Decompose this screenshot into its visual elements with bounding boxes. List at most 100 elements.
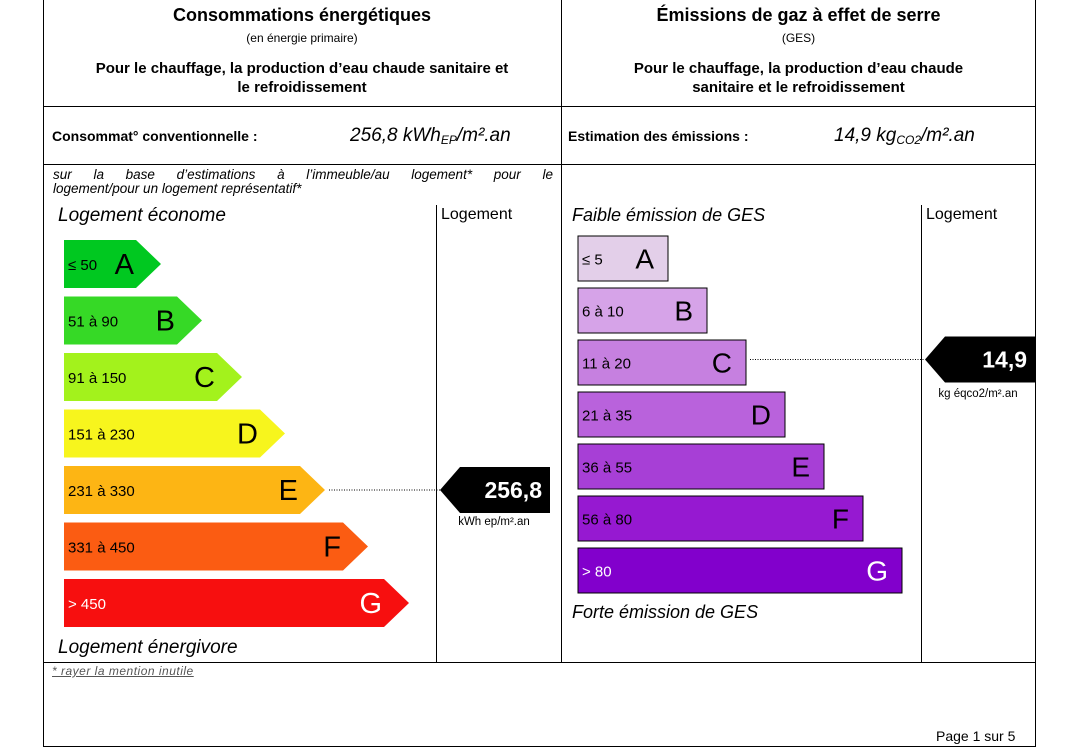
ges-class-range: ≤ 5	[582, 252, 603, 269]
energy-class-b: 51 à 90 B	[64, 296, 202, 345]
energy-title: Consommations énergétiques	[172, 5, 432, 25]
ges-class-range: 56 à 80	[582, 512, 632, 529]
energy-class-range: ≤ 50	[68, 257, 97, 274]
ges-class-range: 11 à 20	[582, 356, 631, 373]
ges-emission-sub: CO2	[896, 133, 922, 147]
energy-basis-note: sur la base d’estimations à l’immeuble/a…	[53, 168, 553, 196]
ges-description: Pour le chauffage, la production d’eau c…	[567, 59, 1030, 97]
ges-description-line1: Pour le chauffage, la production d’eau c…	[633, 60, 964, 77]
ges-class-bar	[577, 547, 903, 594]
energy-column-divider	[436, 205, 437, 662]
ges-column-label: Logement	[926, 206, 998, 223]
ges-class-bar	[577, 443, 825, 490]
ges-emission-label: Estimation des émissions :	[568, 128, 749, 144]
energy-consumption-value: 256,8 kWhEP/m².an	[350, 125, 511, 147]
ges-class-bar	[577, 339, 747, 386]
energy-class-arrow	[64, 296, 202, 345]
ges-class-bar	[577, 235, 669, 282]
frame-right	[1035, 0, 1036, 746]
ges-class-f: 56 à 80 F	[577, 495, 864, 542]
diagram-bottom-line	[43, 662, 1036, 663]
energy-bottom-label: Logement énergivore	[58, 637, 238, 658]
ges-class-c: 11 à 20 C	[577, 339, 747, 386]
energy-class-letter: A	[115, 249, 135, 281]
header-bottom-line	[43, 106, 1036, 107]
center-divider	[561, 0, 562, 662]
ges-class-b: 6 à 10 B	[577, 287, 708, 334]
energy-class-range: 51 à 90	[68, 314, 118, 331]
ges-class-range: 6 à 10	[582, 304, 624, 321]
ges-class-range: > 80	[582, 564, 612, 581]
energy-consumption-number: 256,8 kWh	[350, 125, 441, 146]
energy-class-arrow	[64, 522, 368, 571]
energy-class-letter: D	[237, 419, 258, 451]
energy-class-range: > 450	[68, 596, 106, 613]
energy-class-f: 331 à 450 F	[64, 522, 368, 571]
ges-top-label: Faible émission de GES	[572, 205, 766, 225]
energy-class-range: 91 à 150	[68, 370, 126, 387]
energy-class-e: 231 à 330 E	[64, 466, 325, 514]
ges-emission-value: 14,9 kgCO2/m².an	[834, 125, 975, 147]
energy-class-g: > 450 G	[64, 579, 409, 627]
ges-class-letter: A	[635, 244, 654, 275]
energy-class-letter: G	[359, 588, 382, 620]
ges-class-g: > 80 G	[577, 547, 903, 594]
ges-class-range: 21 à 35	[582, 408, 632, 425]
energy-class-arrow	[64, 240, 161, 288]
ges-marker-value: 14,9	[982, 347, 1027, 373]
energy-class-range: 331 à 450	[68, 540, 135, 557]
energy-class-d: 151 à 230 D	[64, 409, 285, 458]
energy-class-c: 91 à 150 C	[64, 353, 242, 401]
frame-bottom	[43, 746, 1036, 747]
ges-emission-number: 14,9 kg	[834, 125, 897, 146]
energy-basis-note-line2: logement/pour un logement représentatif*	[53, 181, 302, 196]
ges-marker-unit: kg éqco2/m².an	[938, 388, 1018, 400]
energy-consumption-unit: /m².an	[456, 125, 511, 146]
energy-class-range: 231 à 330	[68, 483, 135, 500]
energy-marker-arrow	[440, 467, 550, 513]
ges-class-range: 36 à 55	[582, 460, 632, 477]
frame-left	[43, 0, 44, 746]
ges-class-e: 36 à 55 E	[577, 443, 825, 490]
ges-class-d: 21 à 35 D	[577, 391, 786, 438]
value-row-bottom-line	[43, 164, 1036, 165]
ges-title: Émissions de gaz à effet de serre	[656, 5, 941, 25]
ges-bottom-label: Forte émission de GES	[572, 602, 759, 622]
ges-class-bar	[577, 495, 864, 542]
energy-class-letter: F	[323, 532, 341, 564]
page-number: Page 1 sur 5	[936, 728, 1016, 744]
energy-marker: 256,8	[329, 467, 550, 513]
energy-class-letter: C	[194, 362, 215, 394]
energy-description: Pour le chauffage, la production d’eau c…	[48, 59, 556, 97]
ges-class-letter: D	[751, 400, 771, 431]
ges-marker: 14,9	[750, 336, 1035, 383]
ges-description-line2: sanitaire et le refroidissement	[692, 79, 905, 96]
energy-column-label: Logement	[441, 206, 513, 223]
energy-subtitle: (en énergie primaire)	[246, 31, 358, 45]
energy-consumption-label: Consommat° conventionnelle :	[52, 128, 258, 144]
energy-class-arrow	[64, 466, 325, 514]
ges-class-letter: F	[832, 504, 849, 535]
energy-class-letter: B	[156, 306, 175, 338]
energy-description-line1: Pour le chauffage, la production d’eau c…	[95, 60, 509, 77]
energy-class-range: 151 à 230	[68, 427, 135, 444]
energy-top-label: Logement économe	[58, 205, 226, 226]
ges-class-bar	[577, 287, 708, 334]
energy-consumption-sub: EP	[440, 133, 457, 147]
ges-column-divider	[921, 205, 922, 662]
footnote: * rayer la mention inutile	[52, 664, 194, 678]
ges-class-letter: E	[791, 452, 810, 483]
energy-basis-note-line1: sur la base d’estimations à l’immeuble/a…	[53, 167, 553, 182]
ges-subtitle: (GES)	[781, 31, 816, 45]
energy-class-letter: E	[279, 475, 298, 507]
ges-marker-arrow	[925, 336, 1035, 383]
energy-class-a: ≤ 50 A	[64, 240, 161, 288]
energy-description-line2: le refroidissement	[237, 79, 367, 96]
energy-class-arrow	[64, 353, 242, 401]
ges-class-letter: B	[674, 296, 693, 327]
energy-marker-value: 256,8	[484, 477, 542, 503]
energy-class-arrow	[64, 409, 285, 458]
energy-marker-unit: kWh ep/m².an	[458, 516, 530, 528]
ges-class-letter: G	[866, 556, 888, 587]
